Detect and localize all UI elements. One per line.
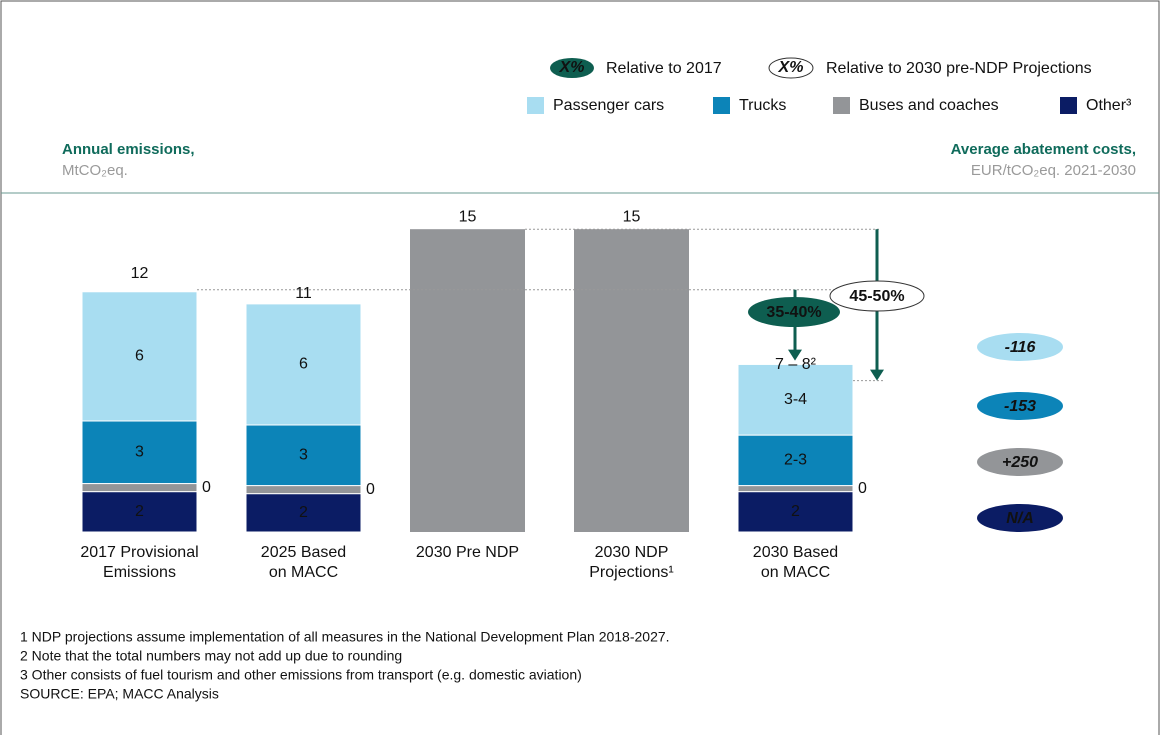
legend-marker-text: X% — [778, 59, 804, 76]
abatement-pill — [977, 448, 1063, 476]
bar — [410, 229, 525, 532]
data-label: 3 — [135, 443, 144, 460]
bar-segment — [245, 493, 362, 533]
abatement-pill — [977, 333, 1063, 361]
legend-marker-filled — [550, 58, 594, 78]
legend-swatch — [713, 97, 730, 114]
abatement-label: -116 — [1005, 339, 1036, 356]
annotation: 45-50% — [849, 288, 904, 305]
x-tick-label: Projections¹ — [589, 564, 673, 581]
bar-segment — [81, 291, 198, 422]
annotation-badge — [829, 280, 925, 312]
legend-label: Relative to 2017 — [606, 60, 722, 77]
footnote: 1 NDP projections assume implementation … — [20, 629, 670, 645]
total-label: 15 — [623, 208, 641, 225]
bar-segment — [737, 363, 854, 436]
legend-swatch — [527, 97, 544, 114]
data-label: 3-4 — [784, 391, 807, 408]
y-title: Annual emissions, — [62, 141, 195, 158]
legend-swatch — [1060, 97, 1077, 114]
x-tick-label: on MACC — [761, 564, 830, 581]
annotation-badge — [748, 297, 840, 327]
arrow-head — [870, 369, 884, 381]
data-label: 2 — [135, 503, 144, 520]
abatement-label: +250 — [1002, 454, 1038, 471]
total-label: 7 – 8² — [775, 356, 817, 373]
data-label: 6 — [299, 356, 308, 373]
data-label: 2 — [791, 503, 800, 520]
legend-label: Relative to 2030 pre-NDP Projections — [826, 60, 1092, 77]
bar-segment — [81, 420, 198, 485]
data-label: 0 — [858, 480, 867, 497]
footnote: 2 Note that the total numbers may not ad… — [20, 648, 402, 664]
bar-segment — [245, 303, 362, 426]
bar-segment — [245, 424, 362, 487]
bar-segment — [81, 483, 198, 493]
legend-label: Buses and coaches — [859, 97, 999, 114]
total-label: 11 — [295, 285, 312, 302]
footnote: SOURCE: EPA; MACC Analysis — [20, 686, 219, 702]
total-label: 15 — [459, 208, 477, 225]
abatement-label: -153 — [1004, 398, 1036, 415]
y-subtitle: MtCO₂eq. — [62, 162, 128, 179]
x-tick-label: 2030 Based — [753, 544, 838, 561]
data-label: 0 — [202, 479, 211, 496]
bar-segment — [81, 491, 198, 533]
arrow-head — [788, 349, 802, 361]
x-tick-label: 2030 NDP — [595, 544, 669, 561]
data-label: 6 — [135, 348, 144, 365]
legend-swatch — [833, 97, 850, 114]
x-tick-label: 2025 Based — [261, 544, 346, 561]
x-tick-label: Emissions — [103, 564, 176, 581]
bar-segment — [245, 485, 362, 495]
x-tick-label: 2030 Pre NDP — [416, 544, 519, 561]
footnote: 3 Other consists of fuel tourism and oth… — [20, 667, 582, 683]
legend-marker-text: X% — [559, 59, 585, 76]
abatement-pill — [977, 392, 1063, 420]
legend-label: Other³ — [1086, 97, 1132, 114]
data-label: 2 — [299, 504, 308, 521]
y2-title: Average abatement costs, — [951, 141, 1136, 158]
bar-segment — [737, 485, 854, 493]
data-label: 2-3 — [784, 452, 807, 469]
bar — [574, 229, 689, 532]
legend-label: Passenger cars — [553, 97, 664, 114]
data-label: 0 — [366, 481, 375, 498]
legend-label: Trucks — [739, 97, 786, 114]
y2-subtitle: EUR/tCO₂eq. 2021-2030 — [971, 162, 1136, 179]
data-label: 3 — [299, 447, 308, 464]
abatement-pill — [977, 504, 1063, 532]
total-label: 12 — [131, 265, 149, 282]
x-tick-label: on MACC — [269, 564, 338, 581]
legend-marker-outline — [768, 57, 814, 79]
abatement-label: N/A — [1006, 510, 1034, 527]
x-tick-label: 2017 Provisional — [80, 544, 198, 561]
annotation: 35-40% — [766, 304, 821, 321]
